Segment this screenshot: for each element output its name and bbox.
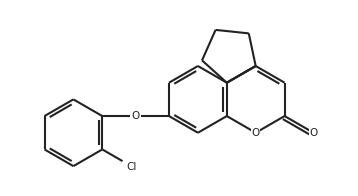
Text: Cl: Cl: [127, 162, 137, 172]
Text: O: O: [252, 128, 260, 138]
Text: O: O: [309, 128, 318, 138]
Text: O: O: [131, 111, 140, 121]
